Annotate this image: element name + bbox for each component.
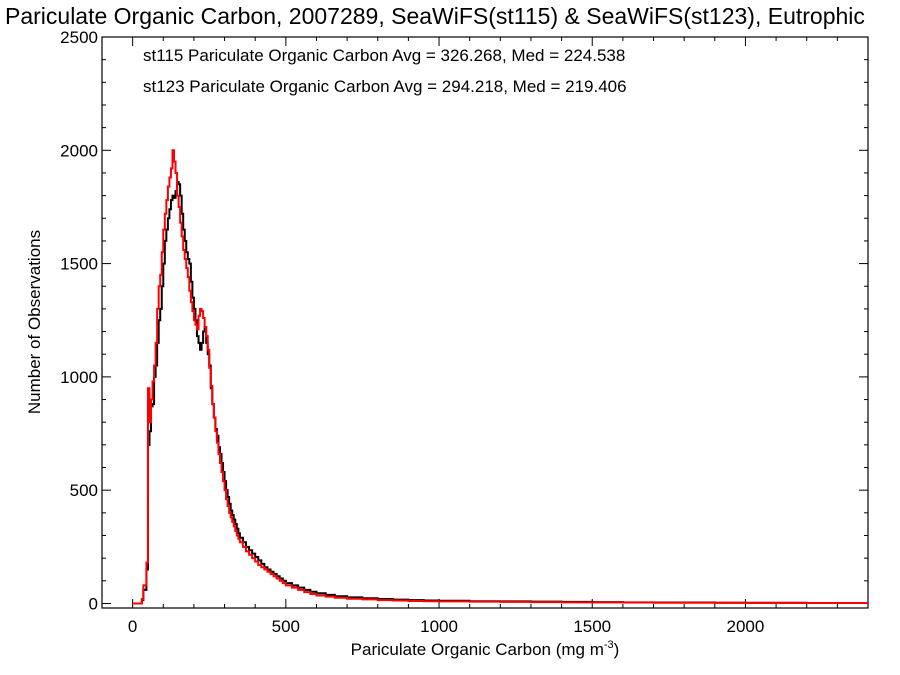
y-tick-label: 2500 <box>60 28 98 47</box>
x-tick-label: 1000 <box>420 617 458 636</box>
chart-title: Pariculate Organic Carbon, 2007289, SeaW… <box>5 3 865 29</box>
legend-entry-st123: st123 Pariculate Organic Carbon Avg = 29… <box>143 77 627 96</box>
y-tick-label: 500 <box>70 481 98 500</box>
legend-entry-st115: st115 Pariculate Organic Carbon Avg = 32… <box>143 46 625 65</box>
x-tick-label: 0 <box>128 617 137 636</box>
series-line-st123 <box>132 149 868 605</box>
series-line-st115 <box>132 181 868 605</box>
y-tick-label: 0 <box>89 594 98 613</box>
y-tick-label: 1000 <box>60 368 98 387</box>
x-axis-label: Pariculate Organic Carbon (mg m-3) <box>351 639 620 659</box>
x-axis: 0 500 1000 1500 2000 <box>128 37 869 636</box>
y-axis-label: Number of Observations <box>25 230 44 414</box>
x-tick-label: 1500 <box>573 617 611 636</box>
y-axis: 0 500 1000 1500 2000 2500 <box>60 28 868 613</box>
x-tick-label: 500 <box>272 617 300 636</box>
plot-area <box>101 36 869 609</box>
series-group <box>132 149 868 605</box>
x-tick-label: 2000 <box>727 617 765 636</box>
y-tick-label: 2000 <box>60 141 98 160</box>
x-axis-label-close: ) <box>614 640 620 659</box>
x-axis-label-main: Pariculate Organic Carbon (mg m <box>351 640 604 659</box>
y-tick-label: 1500 <box>60 255 98 274</box>
x-axis-label-superscript: -3 <box>604 639 614 651</box>
